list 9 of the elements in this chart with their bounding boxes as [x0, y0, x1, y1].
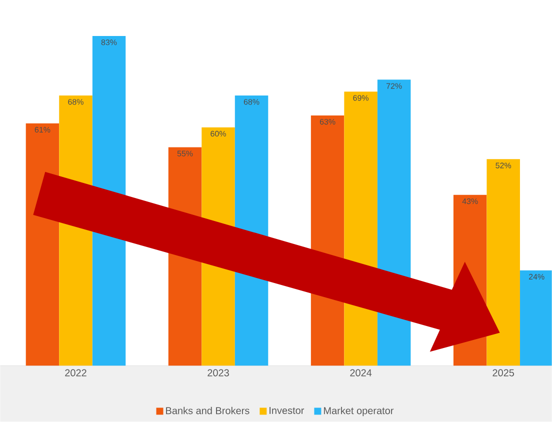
x-tick-label: 2025: [492, 369, 514, 376]
bar: [520, 270, 552, 366]
x-tick-label: 2024: [350, 369, 372, 376]
legend-label: Investor: [270, 407, 304, 414]
legend-label: Banks and Brokers: [166, 407, 250, 414]
x-tick-label: 2023: [208, 369, 229, 376]
legend-label: Market operator: [324, 407, 394, 416]
bar: [486, 159, 520, 366]
x-tick-label: 2022: [65, 369, 86, 376]
